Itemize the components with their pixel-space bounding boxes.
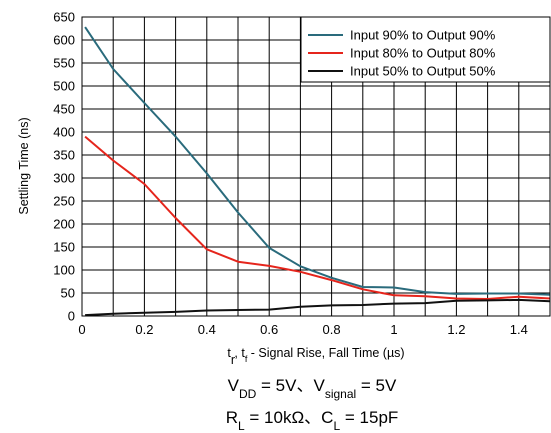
series-line-3 — [85, 298, 551, 317]
y-tick-label: 600 — [53, 33, 75, 48]
y-tick-labels: 0 50 100 150 200 250 300 350 400 450 500 550 600 650 — [53, 10, 75, 324]
condition-rl: R — [226, 408, 238, 427]
series-line-1 — [84, 26, 551, 296]
x-tick-label: 0.4 — [198, 322, 216, 337]
condition-line-2: RL = 10kΩ、CL = 15pF — [226, 408, 399, 433]
legend-label-3: Input 50% to Output 50% — [350, 64, 496, 79]
legend: Input 90% to Output 90% Input 80% to Outp… — [300, 16, 551, 83]
x-tick-label: 0.2 — [135, 322, 153, 337]
condition-eq-4: = 15pF — [340, 408, 398, 427]
x-axis-title-r-subscript: r — [231, 353, 235, 367]
series-line-2 — [84, 135, 551, 300]
y-tick-label: 100 — [53, 263, 75, 278]
y-tick-label: 200 — [53, 217, 75, 232]
y-tick-label: 50 — [61, 286, 75, 301]
x-axis-title-t-r: t — [227, 346, 231, 360]
x-axis-title-separator: , — [234, 346, 241, 360]
x-axis-title-f-subscript: f — [245, 354, 248, 364]
condition-eq-2: = 5V — [356, 376, 397, 395]
x-axis-title-unit: s) — [394, 346, 404, 360]
y-tick-label: 150 — [53, 240, 75, 255]
x-tick-label: 0.8 — [323, 322, 341, 337]
condition-dd-subscript: DD — [239, 387, 257, 401]
y-axis-title: Settling Time (ns) — [17, 117, 31, 214]
x-tick-label: 1.4 — [510, 322, 528, 337]
y-tick-label: 350 — [53, 148, 75, 163]
y-tick-label: 650 — [53, 10, 75, 25]
x-tick-label: 1 — [390, 322, 397, 337]
condition-eq-3: = 10kΩ、C — [245, 408, 334, 427]
x-axis-title-mu: µ — [387, 346, 394, 360]
series-lines — [84, 26, 551, 317]
condition-l-subscript-2: L — [333, 419, 340, 433]
y-tick-label: 250 — [53, 194, 75, 209]
condition-eq-1: = 5V、V — [256, 376, 325, 395]
condition-l-subscript: L — [238, 419, 245, 433]
legend-label-1: Input 90% to Output 90% — [350, 28, 496, 43]
x-axis-title-text: - Signal Rise, Fall Time ( — [247, 346, 387, 360]
x-tick-label: 0 — [78, 322, 85, 337]
x-axis-title-t-f: t — [241, 346, 245, 360]
y-tick-label: 0 — [68, 309, 75, 324]
x-tick-label: 0.6 — [260, 322, 278, 337]
condition-signal-subscript: signal — [325, 387, 356, 401]
condition-line-1: VDD = 5V、Vsignal = 5V — [228, 376, 397, 401]
legend-label-2: Input 80% to Output 80% — [350, 46, 496, 61]
y-tick-label: 550 — [53, 56, 75, 71]
x-tick-labels: 0 0.2 0.4 0.6 0.8 1 1.2 1.4 — [78, 322, 527, 337]
x-axis-title: tr, tf - Signal Rise, Fall Time (µs) — [227, 346, 404, 367]
y-tick-label: 500 — [53, 79, 75, 94]
x-tick-label: 1.2 — [447, 322, 465, 337]
y-tick-label: 300 — [53, 171, 75, 186]
condition-vdd: V — [228, 376, 240, 395]
y-tick-label: 450 — [53, 102, 75, 117]
y-tick-label: 400 — [53, 125, 75, 140]
